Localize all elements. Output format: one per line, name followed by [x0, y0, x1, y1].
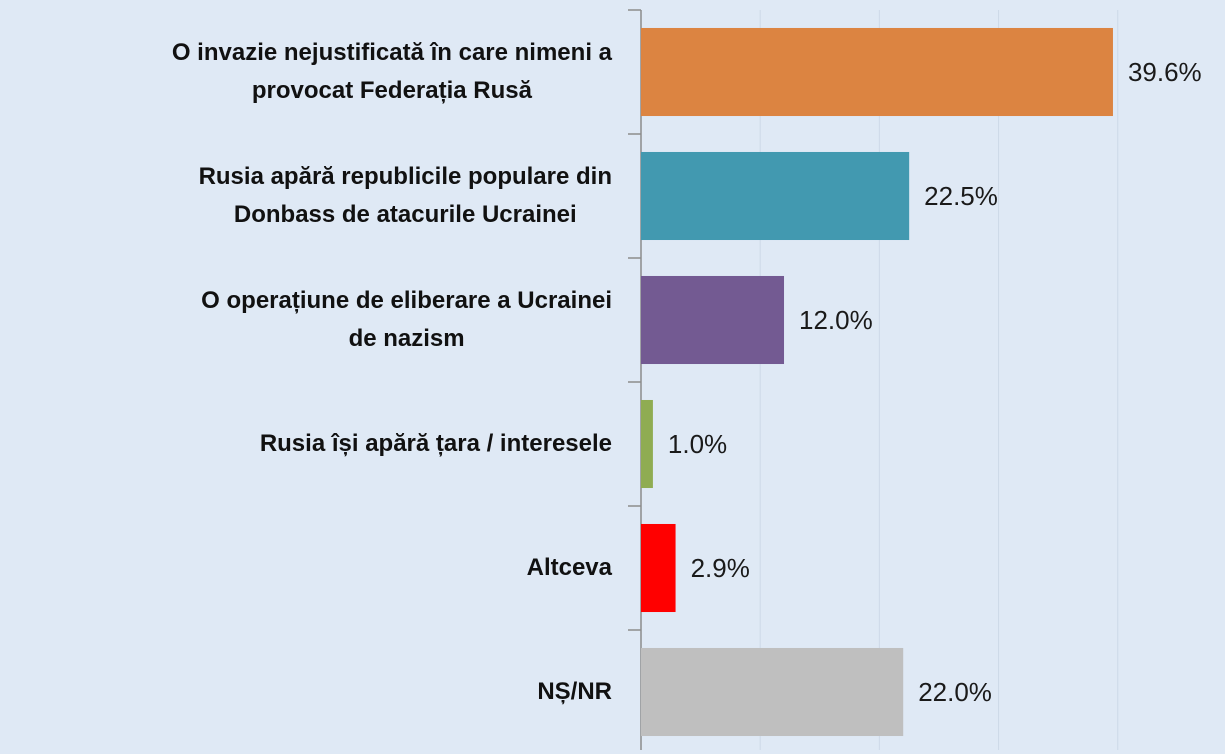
bar: [641, 151, 910, 241]
category-label: O operațiune de eliberare a Ucrainei de n…: [0, 258, 612, 382]
category-label: Rusia apără republicile populare din Donb…: [0, 134, 612, 258]
value-label: 12.0%: [799, 305, 873, 335]
category-label: Rusia își apără țara / interesele: [0, 382, 612, 506]
bar: [641, 275, 785, 365]
bar: [641, 399, 653, 489]
value-label: 22.5%: [924, 181, 998, 211]
value-label: 39.6%: [1128, 57, 1202, 87]
category-line: Rusia apără republicile populare din: [198, 163, 612, 190]
value-label: 1.0%: [668, 429, 727, 459]
category-label: O invazie nejustificată în care nimeni a…: [0, 10, 612, 134]
category-text: O invazie nejustificată în care nimeni a…: [172, 34, 612, 110]
category-text: Rusia apără republicile populare din Donb…: [199, 158, 612, 234]
category-text: NȘ/NR: [537, 673, 612, 711]
category-line: Donbass de atacurile Ucrainei: [233, 201, 577, 228]
category-text: Altceva: [527, 549, 612, 587]
category-line: O invazie nejustificată în care nimeni a: [171, 39, 612, 66]
category-line: Rusia își apără țara / interesele: [259, 430, 612, 457]
bar: [641, 647, 904, 737]
category-line: provocat Federația Rusă: [251, 77, 532, 104]
category-label: NȘ/NR: [0, 630, 612, 754]
category-line: Altceva: [526, 554, 612, 581]
value-label: 22.0%: [918, 677, 992, 707]
value-label: 2.9%: [691, 553, 750, 583]
category-line: NȘ/NR: [537, 678, 612, 705]
bar: [641, 27, 1113, 117]
category-text: Rusia își apără țara / interesele: [260, 425, 612, 463]
category-line: de nazism: [348, 325, 465, 352]
category-text: O operațiune de eliberare a Ucrainei de n…: [201, 282, 612, 358]
bar: [641, 523, 676, 613]
category-label: Altceva: [0, 506, 612, 630]
category-line: O operațiune de eliberare a Ucrainei: [201, 287, 612, 314]
